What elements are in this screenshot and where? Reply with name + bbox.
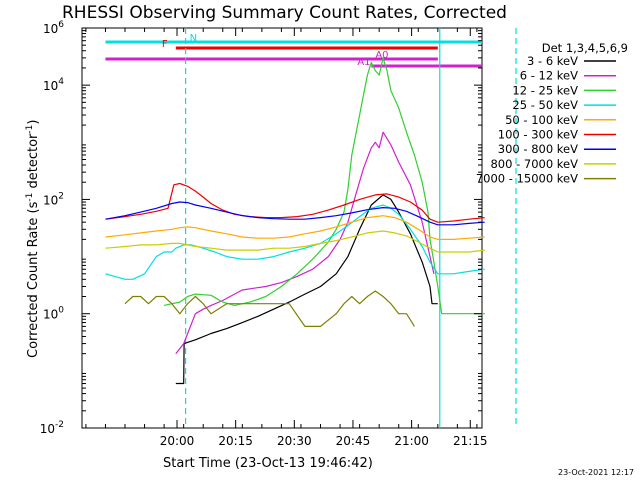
timestamp: 23-Oct-2021 12:17 <box>558 468 634 477</box>
x-tick-label: 20:30 <box>277 434 312 448</box>
series-line <box>124 290 415 327</box>
legend-label: 3 - 6 keV <box>527 54 578 68</box>
flag-label: N <box>190 33 197 44</box>
flag-bars: N F A0 A1 <box>105 33 482 68</box>
legend-label: 25 - 50 keV <box>512 98 578 112</box>
y-tick-label: 106 <box>43 20 64 36</box>
series-line <box>163 57 485 315</box>
legend-header: Det 1,3,4,5,6,9 <box>542 41 628 55</box>
series-line <box>105 182 485 223</box>
legend-label: 100 - 300 keV <box>498 128 578 142</box>
flag-label: A0 <box>375 50 388 61</box>
legend-label: 7000 - 15000 keV <box>476 172 578 186</box>
x-axis: 20:00 20:15 20:30 20:45 21:00 21:15 <box>85 28 488 448</box>
x-tick-label: 20:45 <box>336 434 371 448</box>
y-tick-label: 104 <box>43 77 64 93</box>
flag-label: A1 <box>357 57 370 68</box>
x-tick-label: 21:15 <box>453 434 488 448</box>
series-line <box>175 131 435 355</box>
y-axis: 10-2 100 102 104 106 <box>40 20 482 436</box>
legend-label: 300 - 800 keV <box>498 142 578 156</box>
event-lines <box>185 28 517 428</box>
x-axis-label: Start Time (23-Oct-13 19:46:42) <box>163 456 373 471</box>
chart-title: RHESSI Observing Summary Count Rates, Co… <box>62 3 507 23</box>
series-line <box>105 215 485 240</box>
series-line <box>105 230 485 253</box>
series-line <box>105 201 485 226</box>
legend-label: 50 - 100 keV <box>505 113 578 127</box>
y-tick-label: 10-2 <box>40 420 64 436</box>
y-tick-label: 102 <box>43 191 64 207</box>
legend-label: 12 - 25 keV <box>512 83 578 97</box>
series-line <box>105 204 485 280</box>
y-tick-label: 100 <box>43 306 64 322</box>
x-tick-label: 21:00 <box>394 434 429 448</box>
series-lines <box>105 57 485 385</box>
series-line <box>175 194 438 385</box>
legend-label: 800 - 7000 keV <box>490 157 578 171</box>
legend-label: 6 - 12 keV <box>520 69 578 83</box>
plot-frame <box>81 27 483 429</box>
y-axis-label: Corrected Count Rate (s-1 detector-1) <box>25 120 41 358</box>
flag-label: F <box>162 39 168 50</box>
x-tick-label: 20:15 <box>218 434 253 448</box>
x-tick-label: 20:00 <box>160 434 195 448</box>
